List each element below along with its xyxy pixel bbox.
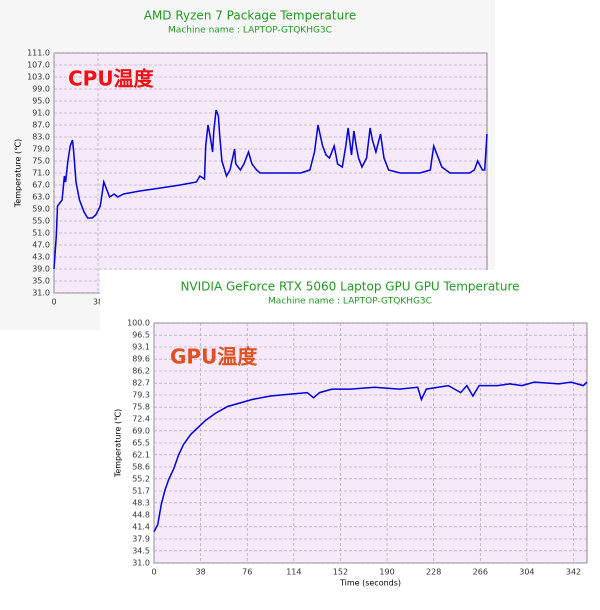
data-line	[153, 381, 588, 533]
chart-title: NVIDIA GeForce RTX 5060 Laptop GPU GPU T…	[180, 280, 519, 294]
y-tick-label: 59.0	[32, 205, 50, 214]
y-tick-label: 58.6	[132, 463, 150, 472]
y-tick-label: 67.0	[32, 181, 50, 190]
y-tick-label: 62.1	[132, 450, 150, 459]
y-axis-label: Temperature (℃)	[114, 409, 123, 478]
y-tick-label: 91.0	[32, 109, 50, 118]
y-tick-label: 87.0	[32, 121, 50, 130]
x-tick-label: 0	[51, 298, 56, 307]
y-tick-label: 48.3	[132, 498, 150, 507]
y-tick-label: 75.0	[32, 157, 50, 166]
annotation: GPU温度	[170, 345, 258, 369]
y-tick-label: 71.0	[32, 169, 50, 178]
y-tick-label: 51.7	[132, 487, 150, 496]
chart-title: AMD Ryzen 7 Package Temperature	[144, 9, 357, 23]
data-line	[53, 109, 488, 270]
y-tick-label: 34.5	[132, 546, 150, 555]
y-tick-label: 65.5	[132, 439, 150, 448]
x-tick-label: 76	[242, 568, 252, 577]
y-tick-label: 96.5	[132, 331, 150, 340]
y-tick-label: 89.6	[132, 355, 150, 364]
y-tick-label: 41.4	[132, 522, 150, 531]
y-tick-label: 103.0	[27, 73, 50, 82]
y-tick-label: 99.0	[32, 85, 50, 94]
x-tick-label: 114	[286, 568, 301, 577]
x-tick-label: 152	[333, 568, 348, 577]
y-axis-label: Temperature (℃)	[14, 139, 23, 208]
y-tick-label: 93.1	[132, 343, 150, 352]
chart-subtitle: Machine name : LAPTOP-GTQKHG3C	[168, 26, 332, 36]
y-tick-label: 69.0	[132, 426, 150, 435]
y-tick-label: 111.0	[27, 49, 50, 58]
x-axis-label: Time (seconds)	[339, 579, 401, 588]
annotation: CPU温度	[68, 67, 155, 91]
y-tick-label: 72.4	[132, 415, 150, 424]
y-tick-label: 55.0	[32, 217, 50, 226]
x-tick-label: 38	[93, 298, 103, 307]
x-tick-label: 228	[426, 568, 441, 577]
x-tick-label: 342	[566, 568, 581, 577]
chart-subtitle: Machine name : LAPTOP-GTQKHG3C	[268, 297, 432, 307]
x-tick-label: 190	[379, 568, 394, 577]
x-tick-label: 0	[151, 568, 156, 577]
y-tick-label: 100.0	[127, 319, 150, 328]
y-tick-label: 35.0	[32, 277, 50, 286]
x-tick-label: 38	[196, 568, 206, 577]
y-tick-label: 39.0	[32, 265, 50, 274]
y-tick-label: 43.0	[32, 253, 50, 262]
y-tick-label: 44.8	[132, 511, 150, 520]
y-tick-label: 83.0	[32, 133, 50, 142]
y-tick-label: 47.0	[32, 241, 50, 250]
y-tick-label: 79.0	[32, 145, 50, 154]
x-tick-label: 304	[519, 568, 534, 577]
y-tick-label: 82.7	[132, 379, 150, 388]
y-tick-label: 31.0	[32, 289, 50, 298]
y-tick-label: 51.0	[32, 229, 50, 238]
y-tick-label: 63.0	[32, 193, 50, 202]
y-tick-label: 55.2	[132, 474, 150, 483]
x-tick-label: 266	[473, 568, 488, 577]
y-tick-label: 107.0	[27, 61, 50, 70]
y-tick-label: 86.2	[132, 367, 150, 376]
y-tick-label: 95.0	[32, 97, 50, 106]
y-tick-label: 79.3	[132, 391, 150, 400]
y-tick-label: 75.8	[132, 403, 150, 412]
y-tick-label: 37.9	[132, 535, 150, 544]
y-tick-label: 31.0	[132, 559, 150, 568]
